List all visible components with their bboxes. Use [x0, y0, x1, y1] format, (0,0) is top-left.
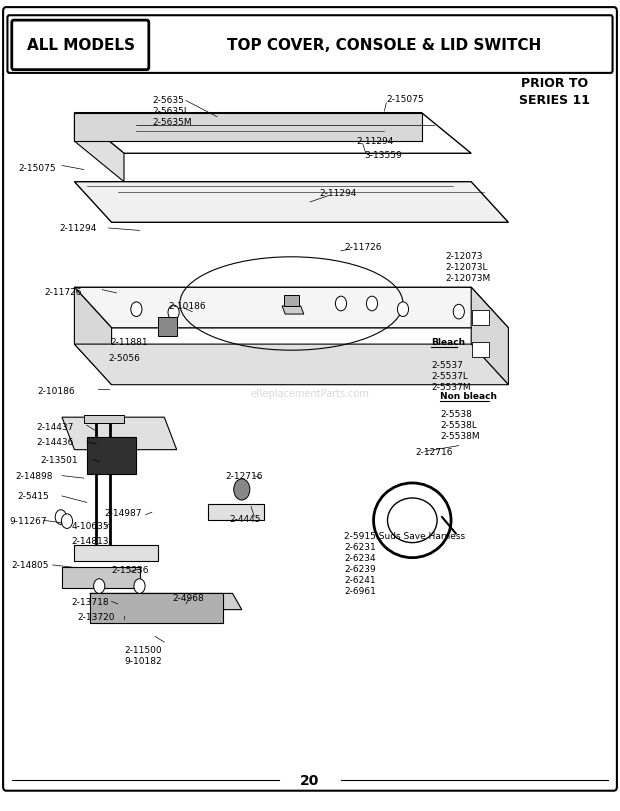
Text: 2-5635
2-5635L
2-5635M: 2-5635 2-5635L 2-5635M: [152, 96, 192, 127]
Text: 20: 20: [300, 773, 320, 787]
Text: PRIOR TO
SERIES 11: PRIOR TO SERIES 11: [520, 77, 590, 107]
Text: 2-5538
2-5538L
2-5538M: 2-5538 2-5538L 2-5538M: [440, 410, 480, 440]
Text: 2-15075: 2-15075: [386, 95, 424, 105]
Polygon shape: [90, 594, 242, 610]
Text: 9-11267: 9-11267: [9, 516, 47, 526]
Text: 2-11294: 2-11294: [319, 188, 356, 198]
Circle shape: [134, 579, 145, 594]
Text: 2-4968: 2-4968: [172, 593, 204, 603]
Text: 2-14813: 2-14813: [71, 536, 108, 546]
Circle shape: [55, 510, 66, 525]
Text: ALL MODELS: ALL MODELS: [27, 38, 135, 53]
Circle shape: [94, 579, 105, 594]
Polygon shape: [471, 288, 508, 385]
Polygon shape: [74, 345, 508, 385]
Text: eReplacementParts.com: eReplacementParts.com: [250, 388, 370, 398]
Text: 2-13501: 2-13501: [40, 455, 78, 465]
Text: 2-12716: 2-12716: [225, 471, 262, 481]
Text: 2-13718: 2-13718: [71, 597, 109, 607]
Circle shape: [453, 305, 464, 320]
Circle shape: [366, 297, 378, 311]
FancyBboxPatch shape: [7, 16, 613, 74]
Polygon shape: [472, 311, 489, 325]
Polygon shape: [62, 418, 177, 450]
Polygon shape: [74, 545, 158, 561]
Polygon shape: [282, 307, 304, 315]
Circle shape: [234, 479, 250, 500]
Text: 2-12716: 2-12716: [415, 447, 453, 457]
Text: 2-4445: 2-4445: [229, 514, 261, 524]
Text: 2-5415: 2-5415: [17, 491, 49, 501]
Text: 2-14987: 2-14987: [104, 508, 141, 517]
Circle shape: [335, 297, 347, 311]
Text: 2-14898: 2-14898: [16, 471, 53, 481]
Polygon shape: [62, 568, 140, 588]
Circle shape: [397, 303, 409, 317]
Text: 2-14436: 2-14436: [37, 437, 74, 447]
Polygon shape: [74, 288, 112, 385]
Text: 2-10186: 2-10186: [37, 386, 75, 396]
Polygon shape: [87, 438, 136, 474]
Circle shape: [131, 303, 142, 317]
Text: 2-14437: 2-14437: [37, 423, 74, 432]
Text: 4-10635: 4-10635: [71, 521, 109, 530]
Text: 2-11500
9-10182: 2-11500 9-10182: [124, 646, 162, 666]
Text: 2-11881: 2-11881: [110, 337, 148, 347]
Polygon shape: [90, 594, 223, 623]
Text: 2-15075: 2-15075: [19, 163, 56, 173]
Text: 2-5056: 2-5056: [108, 354, 140, 363]
Text: 2-11294: 2-11294: [356, 136, 394, 146]
Text: TOP COVER, CONSOLE & LID SWITCH: TOP COVER, CONSOLE & LID SWITCH: [228, 38, 541, 53]
FancyBboxPatch shape: [12, 21, 149, 71]
Text: 2-11294: 2-11294: [59, 224, 96, 234]
FancyBboxPatch shape: [3, 8, 617, 791]
Circle shape: [61, 514, 73, 529]
Polygon shape: [74, 114, 422, 142]
Polygon shape: [472, 343, 489, 358]
Polygon shape: [208, 504, 264, 521]
Text: 2-15236: 2-15236: [112, 564, 149, 574]
Polygon shape: [74, 182, 508, 223]
Text: 2-5537
2-5537L
2-5537M: 2-5537 2-5537L 2-5537M: [431, 360, 471, 391]
Text: Non bleach: Non bleach: [440, 391, 497, 401]
Polygon shape: [74, 114, 124, 182]
Text: Bleach: Bleach: [431, 337, 465, 347]
Text: 2-12073
2-12073L
2-12073M: 2-12073 2-12073L 2-12073M: [445, 251, 490, 282]
Polygon shape: [74, 288, 508, 328]
Polygon shape: [158, 318, 177, 337]
Text: 2-5915 Suds Save Harness
2-6231
2-6234
2-6239
2-6241
2-6961: 2-5915 Suds Save Harness 2-6231 2-6234 2…: [344, 531, 465, 595]
Circle shape: [168, 306, 179, 320]
Text: 2-13720: 2-13720: [78, 612, 115, 622]
Text: 2-14805: 2-14805: [11, 560, 48, 570]
Text: 2-11726: 2-11726: [344, 242, 381, 252]
Text: 3-13559: 3-13559: [364, 151, 402, 161]
Text: 2-11726: 2-11726: [45, 287, 82, 297]
Text: 2-10186: 2-10186: [169, 302, 206, 311]
Polygon shape: [84, 415, 124, 423]
Polygon shape: [284, 296, 299, 307]
